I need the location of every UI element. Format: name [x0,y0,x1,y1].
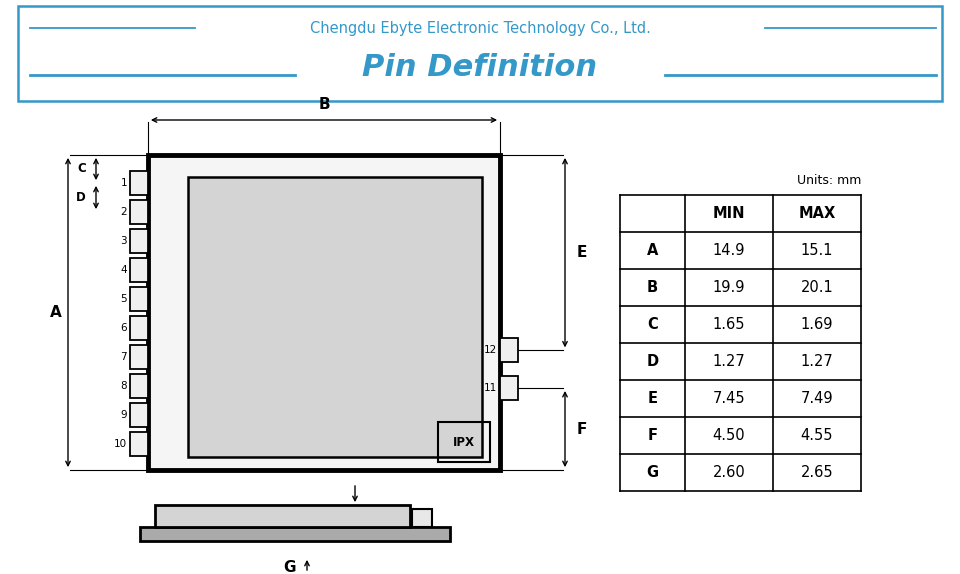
Text: 7.45: 7.45 [712,391,745,406]
Text: 2.65: 2.65 [801,465,833,480]
Text: G: G [646,465,659,480]
Bar [438,422,490,462]
Text: D: D [76,191,86,204]
Text: Chengdu Ebyte Electronic Technology Co., Ltd.: Chengdu Ebyte Electronic Technology Co.,… [309,21,651,36]
Text: 7: 7 [120,352,127,362]
Text: 7.49: 7.49 [801,391,833,406]
Bar [130,403,148,427]
Text: C: C [647,317,658,332]
Text: F: F [577,421,588,437]
Text: 9: 9 [120,410,127,420]
Text: 12: 12 [484,346,497,355]
Text: B: B [318,97,330,112]
Bar [18,6,942,101]
Bar [148,155,500,470]
Text: E: E [647,391,658,406]
Bar [188,177,482,457]
Text: IPX: IPX [453,436,475,448]
Text: 6: 6 [120,323,127,333]
Bar [130,374,148,398]
Bar [500,338,518,362]
Bar [130,200,148,224]
Text: Units: mm: Units: mm [797,174,861,187]
Text: 3: 3 [120,236,127,246]
Text: A: A [647,243,659,258]
Text: G: G [284,560,297,574]
Bar [130,316,148,340]
Text: D: D [646,354,659,369]
Text: E: E [577,245,588,260]
Text: 2.60: 2.60 [712,465,745,480]
Bar [130,345,148,369]
Text: 1.27: 1.27 [712,354,745,369]
Text: 4: 4 [120,265,127,275]
Bar [130,432,148,456]
Text: 2: 2 [120,207,127,217]
Text: Pin Definition: Pin Definition [363,53,597,83]
Bar [130,287,148,311]
Text: 5: 5 [120,294,127,304]
Text: 19.9: 19.9 [712,280,745,295]
Bar [412,509,432,527]
Text: 10: 10 [114,439,127,449]
Text: 11: 11 [484,383,497,393]
Bar [155,505,410,527]
Text: 14.9: 14.9 [712,243,745,258]
Bar [130,258,148,282]
Text: 4.50: 4.50 [712,428,745,443]
Text: 8: 8 [120,381,127,391]
Text: 4.55: 4.55 [801,428,833,443]
Text: 15.1: 15.1 [801,243,833,258]
Bar [130,229,148,253]
Text: MAX: MAX [799,206,835,221]
Text: 20.1: 20.1 [801,280,833,295]
Bar [500,376,518,400]
Bar [140,527,450,541]
Text: F: F [647,428,658,443]
Text: 1: 1 [120,178,127,188]
Text: 1.65: 1.65 [712,317,745,332]
Text: MIN: MIN [712,206,745,221]
Text: A: A [50,305,61,320]
Bar [130,171,148,195]
Text: 1.69: 1.69 [801,317,833,332]
Text: B: B [647,280,658,295]
Text: 1.27: 1.27 [801,354,833,369]
Text: C: C [77,162,86,176]
